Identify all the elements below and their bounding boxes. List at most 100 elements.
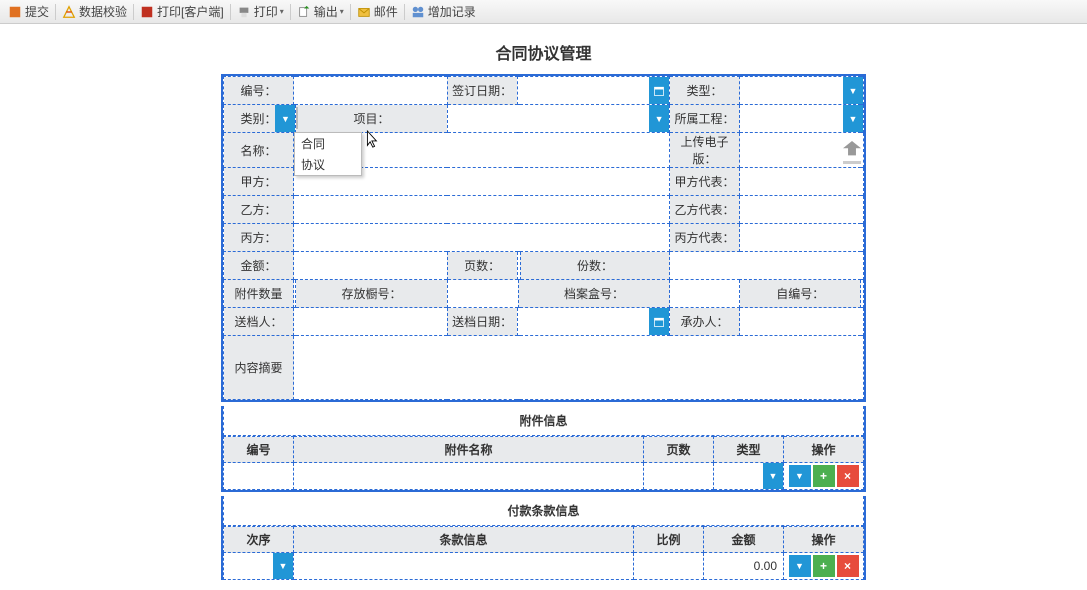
field-sign-date[interactable]: [517, 77, 669, 105]
cell-att-ops: ▼ + ×: [784, 463, 864, 490]
col-att-code: 编号: [224, 437, 294, 463]
combo-button[interactable]: [649, 105, 669, 132]
row-add-button[interactable]: +: [813, 465, 835, 487]
payments-grid: 次序 条款信息 比例 金额 操作 0.00 ▼: [223, 526, 864, 580]
label-rep-c: 丙方代表：: [670, 224, 740, 252]
field-amount[interactable]: [294, 252, 448, 280]
label-sign-date: 签订日期：: [447, 77, 517, 105]
date-picker-button[interactable]: [649, 77, 669, 104]
field-rep-b[interactable]: [740, 196, 864, 224]
label-summary: 内容摘要: [224, 336, 294, 400]
field-summary[interactable]: [294, 336, 864, 400]
field-self-no[interactable]: [861, 280, 864, 308]
page-body: 合同协议管理 编号： 签订日期： 类型：: [0, 24, 1087, 590]
attachments-section: 附件信息 编号 附件名称 页数 类型 操作: [221, 406, 866, 492]
print-client-button[interactable]: 打印[客户端]: [136, 1, 228, 23]
print-client-icon: [140, 5, 154, 19]
field-handler[interactable]: [740, 308, 864, 336]
field-code[interactable]: [294, 77, 448, 105]
cell-att-name[interactable]: [294, 463, 644, 490]
col-att-name: 附件名称: [294, 437, 644, 463]
combo-button[interactable]: [843, 77, 863, 104]
submit-button[interactable]: 提交: [4, 1, 53, 23]
field-copies[interactable]: [670, 252, 864, 280]
label-handler: 承办人：: [670, 308, 740, 336]
dropdown-option[interactable]: 协议: [295, 154, 361, 175]
add-record-label: 增加记录: [428, 3, 476, 20]
combo-button[interactable]: [763, 463, 783, 489]
field-upload[interactable]: [740, 133, 864, 168]
print-client-label: 打印[客户端]: [157, 3, 224, 20]
print-label: 打印: [254, 3, 278, 20]
combo-button[interactable]: [273, 553, 293, 579]
label-archive-date: 送档日期：: [447, 308, 517, 336]
label-attach-count: 附件数量: [224, 280, 294, 308]
combo-button[interactable]: [275, 105, 295, 132]
table-row: 0.00 ▼ + ×: [224, 553, 864, 580]
field-belong-project[interactable]: [740, 105, 864, 133]
row-delete-button[interactable]: ×: [837, 555, 859, 577]
label-box-no: 档案盒号：: [518, 280, 669, 308]
label-project: 项目：: [296, 105, 447, 133]
col-att-pages: 页数: [644, 437, 714, 463]
toolbar-separator: [133, 4, 134, 20]
upload-icon[interactable]: [843, 141, 861, 159]
add-record-icon: [411, 5, 425, 19]
field-type[interactable]: [740, 77, 864, 105]
field-project[interactable]: [447, 105, 669, 133]
label-name: 名称：: [224, 133, 294, 168]
field-cabinet-no[interactable]: [447, 280, 518, 308]
mail-button[interactable]: 邮件: [353, 1, 402, 23]
row-combo-button[interactable]: ▼: [789, 555, 811, 577]
mail-label: 邮件: [374, 3, 398, 20]
cell-att-pages[interactable]: [644, 463, 714, 490]
row-add-button[interactable]: +: [813, 555, 835, 577]
category-dropdown: 合同 协议: [294, 132, 362, 176]
toolbar-separator: [404, 4, 405, 20]
row-delete-button[interactable]: ×: [837, 465, 859, 487]
export-button[interactable]: 输出 ▾: [293, 1, 348, 23]
label-copies: 份数：: [520, 252, 669, 280]
main-form-table: 编号： 签订日期： 类型： 类别：: [223, 76, 864, 400]
date-picker-button[interactable]: [649, 308, 669, 335]
field-box-no[interactable]: [670, 280, 740, 308]
cell-pay-seq[interactable]: [224, 553, 294, 580]
toolbar-separator: [230, 4, 231, 20]
field-pages[interactable]: [517, 252, 520, 280]
page-title: 合同协议管理: [221, 34, 866, 74]
field-rep-a[interactable]: [740, 168, 864, 196]
col-pay-seq: 次序: [224, 527, 294, 553]
field-attach-count[interactable]: [294, 280, 296, 308]
cell-pay-amount[interactable]: 0.00: [704, 553, 784, 580]
col-pay-ops: 操作: [784, 527, 864, 553]
export-icon: [297, 5, 311, 19]
print-button[interactable]: 打印 ▾: [233, 1, 288, 23]
label-belong-project: 所属工程：: [670, 105, 740, 133]
category-input[interactable]: [296, 107, 298, 129]
combo-button[interactable]: [843, 105, 863, 132]
row-combo-button[interactable]: ▼: [789, 465, 811, 487]
form-container: 合同协议管理 编号： 签订日期： 类型：: [221, 34, 866, 580]
field-party-b[interactable]: [294, 196, 670, 224]
dropdown-option[interactable]: 合同: [295, 133, 361, 154]
table-row: ▼ + ×: [224, 463, 864, 490]
validate-button[interactable]: 数据校验: [58, 1, 131, 23]
field-category[interactable]: 合同 协议: [294, 105, 296, 133]
cell-att-code[interactable]: [224, 463, 294, 490]
export-label: 输出: [314, 3, 338, 20]
label-party-a: 甲方：: [224, 168, 294, 196]
label-amount: 金额：: [224, 252, 294, 280]
col-att-ops: 操作: [784, 437, 864, 463]
main-form: 编号： 签订日期： 类型： 类别：: [221, 74, 866, 402]
field-party-c[interactable]: [294, 224, 670, 252]
cell-att-type[interactable]: [714, 463, 784, 490]
field-rep-c[interactable]: [740, 224, 864, 252]
cell-pay-ratio[interactable]: [634, 553, 704, 580]
attachments-grid: 编号 附件名称 页数 类型 操作 ▼ +: [223, 436, 864, 490]
field-archiver[interactable]: [294, 308, 448, 336]
cell-pay-info[interactable]: [294, 553, 634, 580]
field-archive-date[interactable]: [517, 308, 669, 336]
validate-label: 数据校验: [79, 3, 127, 20]
label-rep-a: 甲方代表：: [670, 168, 740, 196]
add-record-button[interactable]: 增加记录: [407, 1, 480, 23]
